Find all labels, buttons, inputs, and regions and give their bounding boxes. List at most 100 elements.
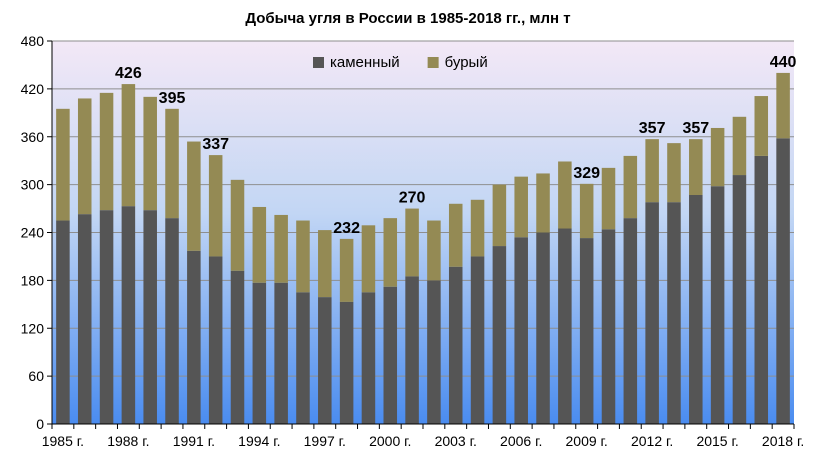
bar-бурый-1991 (187, 141, 201, 251)
x-tick-label: 2009 г. (566, 433, 608, 449)
bar-бурый-2003 (448, 203, 463, 267)
y-tick-label: 240 (21, 225, 45, 241)
x-tick-label: 2000 г. (369, 433, 411, 449)
bar-каменный-1998 (339, 301, 354, 424)
legend-swatch-2 (427, 57, 439, 68)
bar-бурый-2011 (623, 155, 638, 219)
bar-бурый-2007 (536, 173, 550, 233)
bar-каменный-2017 (754, 155, 769, 424)
axes: 0 60 120 180 240 300 360 420 480 1985 г. 1988 г. 19… (21, 33, 805, 449)
y-tick-label: 0 (36, 416, 44, 432)
data-label-2001: 270 (399, 190, 426, 207)
x-tick-label: 1994 г. (238, 433, 280, 449)
x-tick-label: 1985 г. (42, 433, 84, 449)
bar-бурый-2000 (383, 218, 398, 287)
legend-label-1: каменный (330, 54, 400, 71)
x-tick-label: 2006 г. (500, 433, 542, 449)
y-tick-label: 60 (28, 368, 44, 384)
bar-бурый-1993 (230, 179, 245, 271)
bar-бурый-1987 (99, 92, 114, 211)
y-tick-label: 360 (21, 129, 45, 145)
bar-бурый-1995 (274, 214, 288, 283)
x-tick-label: 2003 г. (435, 433, 477, 449)
bar-бурый-2018 (776, 72, 790, 139)
bar-каменный-1989 (143, 210, 157, 424)
bar-каменный-2007 (536, 232, 550, 424)
x-tick-label: 1997 г. (304, 433, 346, 449)
x-tick-label: 1991 г. (173, 433, 215, 449)
bar-бурый-2016 (732, 116, 747, 176)
bar-бурый-2005 (492, 184, 507, 247)
data-label-2009: 329 (573, 165, 600, 182)
bar-бурый-1998 (339, 238, 354, 302)
y-tick-label: 420 (21, 81, 45, 97)
bar-бурый-1985 (56, 108, 70, 221)
bar-бурый-1990 (165, 108, 179, 219)
bar-бурый-2010 (601, 167, 616, 230)
bar-бурый-2015 (710, 127, 725, 187)
bar-каменный-1994 (252, 282, 267, 424)
bar-бурый-2009 (579, 183, 594, 239)
legend-label-2: бурый (445, 54, 488, 71)
bar-бурый-1989 (143, 96, 157, 211)
bar-каменный-1988 (121, 206, 136, 424)
bar-бурый-2006 (514, 176, 528, 238)
x-tick-label: 1988 г. (107, 433, 149, 449)
bar-бурый-1986 (77, 98, 92, 215)
x-tick-label: 2015 г. (696, 433, 738, 449)
data-label-2012: 357 (639, 120, 666, 137)
bar-каменный-2000 (383, 286, 398, 424)
bar-каменный-2005 (492, 246, 507, 424)
bar-каменный-2003 (448, 266, 463, 424)
bar-бурый-2001 (405, 208, 419, 277)
data-labels: 426 395 337 232 270 329 357 357 440 (115, 54, 797, 237)
bar-бурый-2017 (754, 96, 769, 156)
bar-каменный-1993 (230, 270, 245, 424)
bar-каменный-2013 (667, 202, 681, 424)
y-tick-label: 180 (21, 272, 45, 288)
bar-каменный-2014 (689, 194, 703, 424)
x-tick-label: 2012 г. (631, 433, 673, 449)
bar-каменный-2009 (579, 238, 594, 424)
data-label-1990: 395 (159, 90, 186, 107)
bar-каменный-2002 (427, 280, 441, 424)
bar-бурый-2002 (427, 220, 441, 281)
bar-бурый-1996 (296, 220, 310, 293)
bar-каменный-1992 (208, 256, 223, 424)
y-tick-label: 120 (21, 320, 45, 336)
bar-каменный-2018 (776, 138, 790, 425)
bar-каменный-2011 (623, 218, 638, 424)
bar-каменный-2008 (558, 228, 572, 424)
legend: каменный бурый (313, 54, 488, 71)
bar-каменный-1986 (77, 214, 92, 424)
data-label-1988: 426 (115, 65, 142, 82)
legend-swatch-1 (313, 57, 324, 68)
data-label-2018: 440 (770, 54, 797, 71)
bar-бурый-1997 (318, 230, 332, 298)
bars (56, 72, 790, 425)
chart-title: Добыча угля в России в 1985-2018 гг., мл… (245, 10, 570, 27)
bar-каменный-2001 (405, 276, 419, 424)
bar-бурый-1988 (121, 84, 136, 207)
bar-каменный-2012 (645, 202, 659, 424)
bar-каменный-1987 (99, 210, 114, 424)
bar-бурый-1999 (361, 225, 376, 293)
bar-каменный-2015 (710, 186, 725, 424)
bar-каменный-2016 (732, 175, 747, 424)
bar-каменный-2004 (470, 256, 485, 424)
bar-каменный-1999 (361, 292, 376, 424)
bar-бурый-1994 (252, 206, 267, 283)
data-label-1998: 232 (333, 220, 360, 237)
bar-каменный-1990 (165, 218, 179, 424)
bar-бурый-1992 (208, 155, 223, 257)
bar-каменный-1997 (318, 297, 332, 424)
bar-каменный-1985 (56, 220, 70, 424)
data-label-1992: 337 (202, 136, 229, 153)
bar-бурый-2004 (470, 199, 485, 257)
y-tick-label: 480 (21, 33, 45, 49)
bar-каменный-1996 (296, 292, 310, 424)
bar-каменный-1991 (187, 250, 201, 424)
bar-бурый-2008 (558, 161, 572, 229)
y-tick-label: 300 (21, 177, 45, 193)
